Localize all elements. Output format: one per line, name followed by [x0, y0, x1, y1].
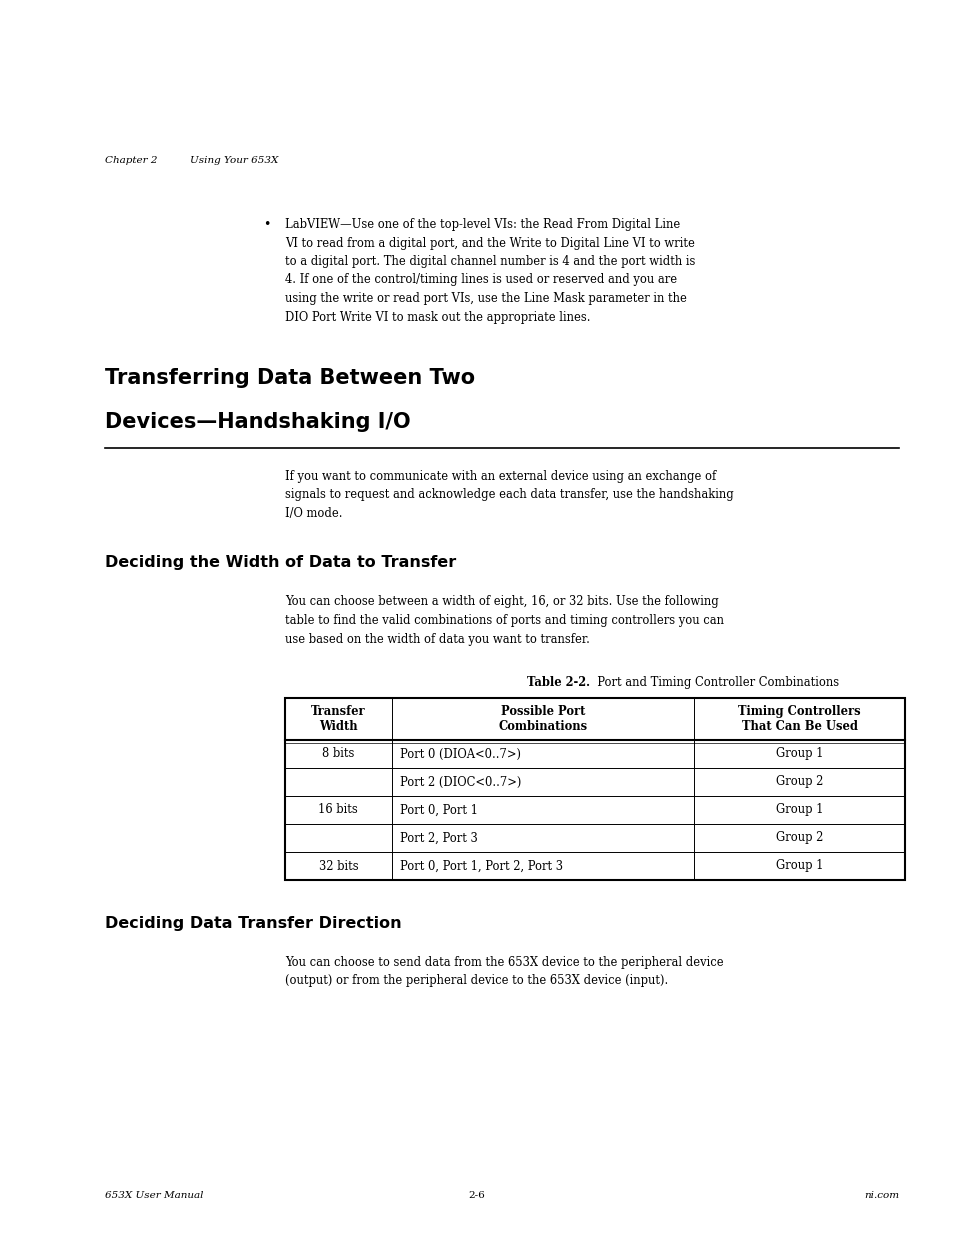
Text: use based on the width of data you want to transfer.: use based on the width of data you want … [285, 632, 589, 646]
Text: 653X User Manual: 653X User Manual [105, 1191, 203, 1200]
Text: Transferring Data Between Two: Transferring Data Between Two [105, 368, 475, 388]
Text: Group 2: Group 2 [775, 831, 822, 845]
Text: Port 2, Port 3: Port 2, Port 3 [399, 831, 476, 845]
Text: Port 2 (DIOC<0..7>): Port 2 (DIOC<0..7>) [399, 776, 520, 788]
Text: Group 2: Group 2 [775, 776, 822, 788]
Text: Port and Timing Controller Combinations: Port and Timing Controller Combinations [589, 676, 839, 689]
Text: Chapter 2: Chapter 2 [105, 156, 157, 165]
Text: Table 2-2.: Table 2-2. [526, 676, 589, 689]
Text: Deciding Data Transfer Direction: Deciding Data Transfer Direction [105, 916, 401, 931]
Text: Port 0, Port 1: Port 0, Port 1 [399, 804, 477, 816]
Text: ni.com: ni.com [863, 1191, 898, 1200]
Text: •: • [263, 219, 270, 231]
Text: You can choose to send data from the 653X device to the peripheral device: You can choose to send data from the 653… [285, 956, 723, 969]
Text: Port 0 (DIOA<0..7>): Port 0 (DIOA<0..7>) [399, 747, 520, 761]
Text: If you want to communicate with an external device using an exchange of: If you want to communicate with an exter… [285, 471, 716, 483]
Text: Possible Port: Possible Port [500, 705, 584, 719]
Text: using the write or read port VIs, use the Line Mask parameter in the: using the write or read port VIs, use th… [285, 291, 686, 305]
Text: Devices—Handshaking I/O: Devices—Handshaking I/O [105, 412, 410, 432]
Text: Combinations: Combinations [497, 720, 587, 732]
Bar [285, 698, 904, 881]
Text: 2-6: 2-6 [468, 1191, 485, 1200]
Text: Group 1: Group 1 [775, 804, 822, 816]
Text: to a digital port. The digital channel number is 4 and the port width is: to a digital port. The digital channel n… [285, 254, 695, 268]
Text: You can choose between a width of eight, 16, or 32 bits. Use the following: You can choose between a width of eight,… [285, 595, 718, 609]
Text: (output) or from the peripheral device to the 653X device (input).: (output) or from the peripheral device t… [285, 974, 667, 988]
Text: 32 bits: 32 bits [318, 860, 357, 872]
Text: signals to request and acknowledge each data transfer, use the handshaking: signals to request and acknowledge each … [285, 489, 733, 501]
Text: Transfer: Transfer [311, 705, 365, 719]
Text: LabVIEW—Use one of the top-level VIs: the Read From Digital Line: LabVIEW—Use one of the top-level VIs: th… [285, 219, 679, 231]
Text: Deciding the Width of Data to Transfer: Deciding the Width of Data to Transfer [105, 556, 456, 571]
Text: Group 1: Group 1 [775, 747, 822, 761]
Text: Group 1: Group 1 [775, 860, 822, 872]
Text: 4. If one of the control/timing lines is used or reserved and you are: 4. If one of the control/timing lines is… [285, 273, 677, 287]
Text: 8 bits: 8 bits [322, 747, 355, 761]
Text: Using Your 653X: Using Your 653X [190, 156, 278, 165]
Text: Timing Controllers: Timing Controllers [738, 705, 860, 719]
Text: VI to read from a digital port, and the Write to Digital Line VI to write: VI to read from a digital port, and the … [285, 236, 694, 249]
Text: Port 0, Port 1, Port 2, Port 3: Port 0, Port 1, Port 2, Port 3 [399, 860, 562, 872]
Text: DIO Port Write VI to mask out the appropriate lines.: DIO Port Write VI to mask out the approp… [285, 310, 590, 324]
Text: 16 bits: 16 bits [318, 804, 357, 816]
Text: That Can Be Used: That Can Be Used [740, 720, 857, 732]
Text: table to find the valid combinations of ports and timing controllers you can: table to find the valid combinations of … [285, 614, 723, 627]
Text: I/O mode.: I/O mode. [285, 508, 342, 520]
Text: Width: Width [318, 720, 357, 732]
